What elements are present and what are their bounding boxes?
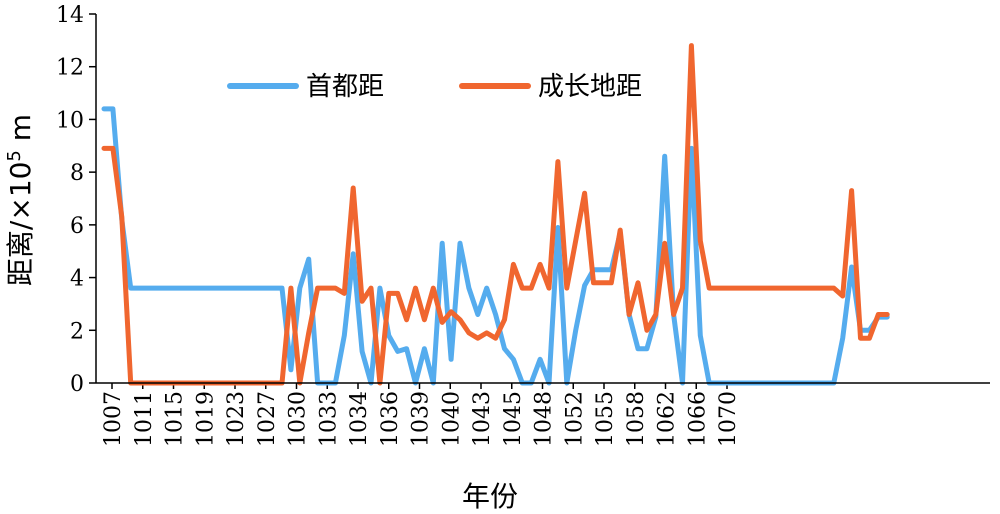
- y-tick-label: 10: [56, 108, 84, 133]
- x-tick-label: 1045: [501, 391, 526, 447]
- y-tick-label: 6: [70, 214, 84, 239]
- x-tick-label: 1052: [562, 391, 587, 447]
- y-tick-label: 14: [56, 3, 84, 28]
- x-axis-ticks: 1007 1011 1015 1019 1023 1027 1030 1033 1034 1036…: [101, 383, 741, 447]
- x-tick-label: 1062: [655, 391, 680, 447]
- y-tick-label: 0: [70, 372, 84, 397]
- x-tick-label: 1039: [409, 391, 434, 447]
- x-tick-label: 1033: [316, 391, 341, 447]
- legend-label-capital-distance: 首都距: [306, 72, 384, 102]
- x-tick-label: 1019: [193, 391, 218, 447]
- x-tick-label: 1030: [286, 391, 311, 447]
- x-tick-label: 1015: [163, 391, 188, 447]
- y-axis-ticks: 0 2 4 6 8 10 12 14: [56, 3, 96, 397]
- y-tick-label: 8: [70, 161, 84, 186]
- series-line-hometown-distance: [101, 43, 890, 386]
- x-tick-label: 1011: [132, 391, 157, 447]
- y-axis-title: 距离/×105 m: [4, 114, 37, 286]
- series-line-capital-distance: [101, 106, 890, 386]
- x-tick-label: 1007: [101, 391, 126, 447]
- x-tick-label: 1040: [439, 391, 464, 447]
- x-tick-label: 1023: [224, 391, 249, 447]
- x-axis-title: 年份: [462, 480, 518, 513]
- x-tick-label: 1036: [378, 391, 403, 447]
- x-tick-label: 1066: [685, 391, 710, 447]
- y-tick-label: 12: [56, 56, 84, 81]
- y-tick-label: 4: [70, 267, 84, 292]
- y-tick-label: 2: [70, 319, 84, 344]
- legend: 首都距 成长地距: [227, 72, 642, 102]
- x-tick-label: 1034: [347, 391, 372, 447]
- x-tick-label: 1055: [593, 391, 618, 447]
- x-tick-label: 1043: [470, 391, 495, 447]
- x-tick-label: 1058: [624, 391, 649, 447]
- legend-label-hometown-distance: 成长地距: [538, 72, 642, 102]
- series-layer: [101, 43, 890, 386]
- x-tick-label: 1027: [255, 391, 280, 447]
- x-tick-label: 1048: [532, 391, 557, 447]
- x-tick-label: 1070: [716, 391, 741, 447]
